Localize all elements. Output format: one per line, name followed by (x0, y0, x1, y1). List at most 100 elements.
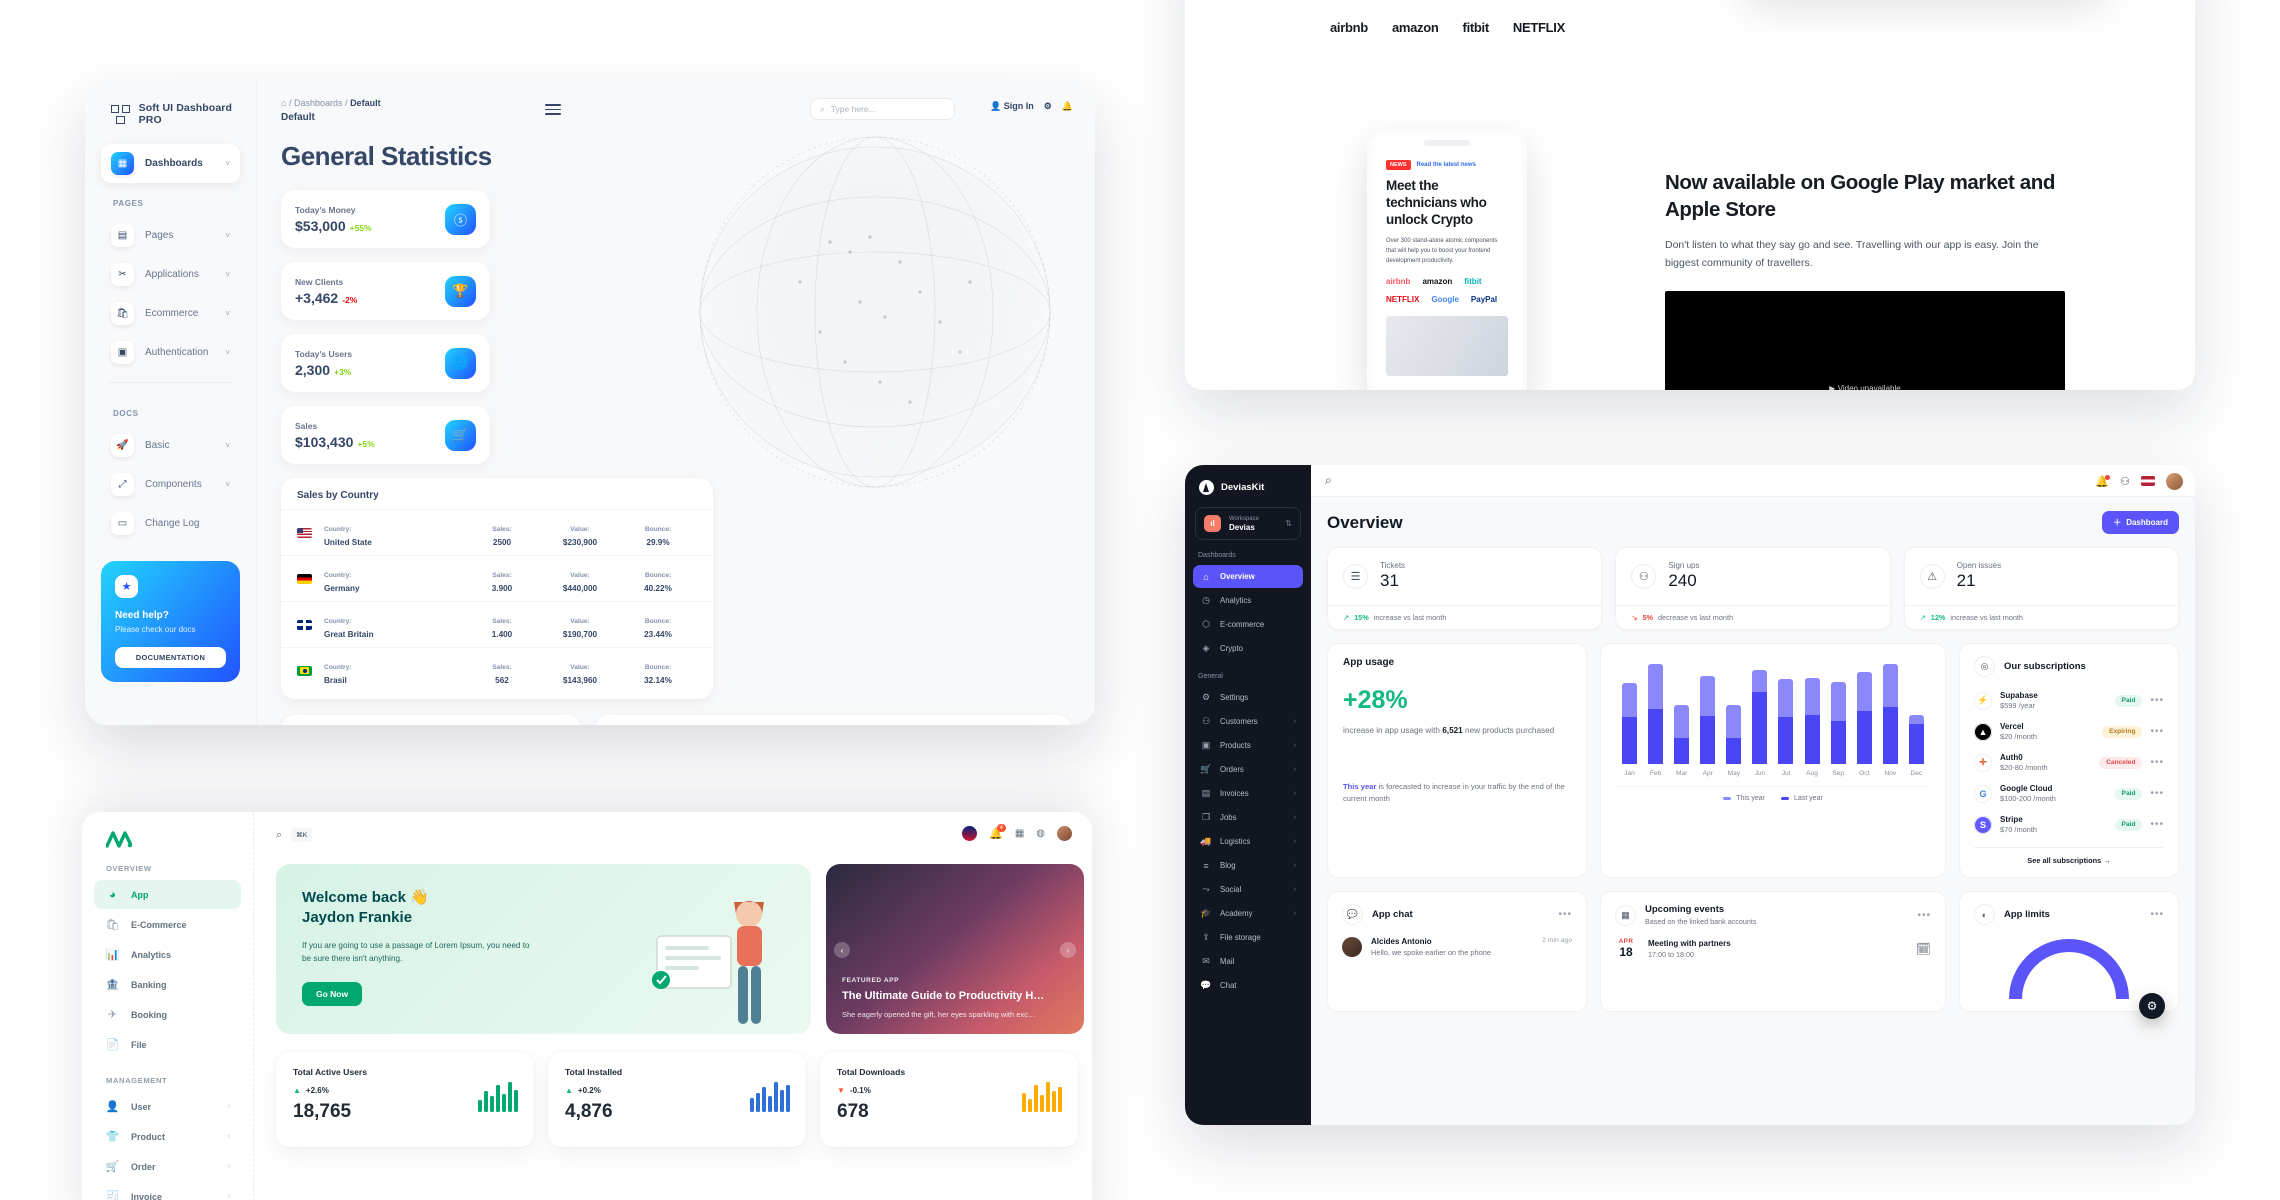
chevron-left-icon[interactable]: ‹ (834, 942, 850, 958)
sidebar-item-mail[interactable]: ✉ Mail (1193, 950, 1303, 973)
sidebar-item-banking[interactable]: 🏦 Banking (94, 970, 241, 999)
avatar[interactable] (1057, 826, 1072, 841)
sidebar-item-orders[interactable]: 🛒 Orders › (1193, 758, 1303, 781)
sidebar-item-invoice[interactable]: 🧾 Invoice › (94, 1182, 241, 1200)
table-row[interactable]: Country: Germany Sales: 3.900 Value: $440,0… (281, 555, 713, 601)
see-all-subscriptions-link[interactable]: See all subscriptions → (1974, 847, 2164, 865)
sidebar-item-crypto[interactable]: ◈ Crypto (1193, 637, 1303, 660)
avatar[interactable] (2166, 472, 2183, 490)
search-input[interactable]: ⌕ Type here... (810, 98, 955, 120)
sidebar-item-customers[interactable]: ⚇ Customers › (1193, 710, 1303, 733)
breadcrumb[interactable]: ⌂ / Dashboards / Default (281, 98, 381, 108)
list-item[interactable]: ✛ Auth0 $20-80 /month Canceled ••• (1974, 747, 2164, 778)
sidebar-item-basic[interactable]: 🚀 Basic ˅ (101, 426, 240, 465)
contacts-icon[interactable]: ⚇ (2120, 475, 2130, 488)
search-icon[interactable]: ⌕ (276, 828, 283, 841)
sidebar-item-analytics[interactable]: 📊 Analytics (94, 940, 241, 969)
chevron-right-icon[interactable]: › (1060, 942, 1076, 958)
news-link[interactable]: Read the latest news (1416, 162, 1476, 168)
sidebar-item-order[interactable]: 🛒 Order › (94, 1152, 241, 1181)
sidebar-item-label: Chat (1220, 981, 1237, 990)
cell-value: $190,700 (562, 630, 598, 639)
kpi-card-tickets[interactable]: ☰ Tickets 31 ↗ 15% increase vs last month (1327, 547, 1603, 630)
metric-card-total-downloads[interactable]: Total Downloads ▼ -0.1% 678 (820, 1052, 1078, 1147)
metric-card-total-active-users[interactable]: Total Active Users ▲ +2.6% 18,765 (276, 1052, 534, 1147)
sidebar-item-app[interactable]: ◕ App (94, 880, 241, 909)
sidebar-item-applications[interactable]: ✂ Applications ˅ (101, 255, 240, 294)
more-icon[interactable]: ••• (1558, 909, 1572, 920)
sidebar-item-booking[interactable]: ✈ Booking (94, 1000, 241, 1029)
more-icon[interactable]: ••• (2150, 788, 2164, 799)
search-icon[interactable]: ⌕ (1325, 473, 1332, 487)
grid-icon[interactable]: ▦ (1014, 828, 1025, 839)
more-icon[interactable]: ••• (2150, 726, 2164, 737)
bell-icon[interactable]: 🔔 4 (989, 824, 1006, 840)
sidebar-item-change-log[interactable]: ▭ Change Log (101, 504, 240, 543)
sidebar-item-product[interactable]: 👕 Product › (94, 1122, 241, 1151)
list-item[interactable]: G Google Cloud $100-200 /month Paid ••• (1974, 778, 2164, 809)
stat-card-new-clients[interactable]: New Clients +3,462 -2% 🏆 (281, 262, 490, 320)
sidebar-item-dashboards[interactable]: ▦ Dashboards ˅ (101, 144, 240, 183)
sidebar-item-file[interactable]: 📄 File (94, 1030, 241, 1059)
sidebar-item-products[interactable]: ▣ Products › (1193, 734, 1303, 757)
table-row[interactable]: Country: Great Britain Sales: 1.400 Value:… (281, 601, 713, 647)
us-flag[interactable] (2141, 476, 2155, 486)
menu-toggle-button[interactable] (545, 104, 561, 118)
go-now-button[interactable]: Go Now (302, 982, 363, 1007)
stat-card-sales[interactable]: Sales $103,430 +5% 🛒 (281, 406, 490, 464)
sidebar-item-file-storage[interactable]: ⇪ File storage (1193, 926, 1303, 949)
list-item[interactable]: S Stripe $70 /month Paid ••• (1974, 809, 2164, 840)
sidebar-item-ecommerce[interactable]: 🛍 Ecommerce ˅ (101, 294, 240, 333)
video-player[interactable]: ▶ Video unavailable (1665, 290, 2065, 390)
soft-ui-brand[interactable]: Soft UI Dashboard PRO (85, 80, 256, 126)
workspace-switcher[interactable]: ıl Workspace Devias ⇅ (1195, 507, 1301, 540)
more-icon[interactable]: ••• (1917, 909, 1931, 921)
sidebar-item-authentication[interactable]: ▣ Authentication ˅ (101, 333, 240, 372)
more-icon[interactable]: ••• (2150, 819, 2164, 830)
list-item[interactable]: ⚡ Supabase $599 /year Paid ••• (1974, 685, 2164, 716)
minimal-logo-icon[interactable] (105, 830, 133, 848)
more-icon[interactable]: ••• (2150, 695, 2164, 706)
featured-app-card[interactable]: ‹ › FEATURED APP The Ultimate Guide to P… (826, 864, 1084, 1034)
sidebar-item-components[interactable]: ⤢ Components ˅ (101, 465, 240, 504)
sidebar-item-logistics[interactable]: 🚚 Logistics › (1193, 830, 1303, 853)
bell-icon[interactable]: 🔔 (2095, 474, 2111, 488)
list-item[interactable]: ▲ Vercel $20 /month Expiring ••• (1974, 716, 2164, 747)
table-row[interactable]: Country: United State Sales: 2500 Value: $2… (281, 509, 713, 555)
event-item[interactable]: APR 18 Meeting with partners 17:00 to 18… (1615, 938, 1931, 959)
sidebar-item-academy[interactable]: 🎓 Academy › (1193, 902, 1303, 925)
devias-brand[interactable]: DeviasKit (1185, 465, 1311, 495)
more-icon[interactable]: ••• (2150, 909, 2164, 920)
sign-in-button[interactable]: 👤 Sign In (989, 101, 1034, 111)
sidebar-item-analytics[interactable]: ◷ Analytics (1193, 589, 1303, 612)
sidebar-item-blog[interactable]: ≡ Blog › (1193, 854, 1303, 877)
metric-card-total-installed[interactable]: Total Installed ▲ +0.2% 4,876 (548, 1052, 806, 1147)
chat-message[interactable]: Alcides Antonio Hello, we spoke earlier … (1342, 937, 1572, 957)
kpi-card-sign-ups[interactable]: ⚇ Sign ups 240 ↘ 5% decrease vs last month (1615, 547, 1891, 630)
settings-icon[interactable]: ⚙ (2139, 993, 2165, 1019)
gear-icon[interactable]: ⚙ (1043, 101, 1052, 111)
sidebar-item-e-commerce[interactable]: 🛍 E-Commerce (94, 910, 241, 939)
uk-flag[interactable] (962, 826, 978, 841)
sidebar-item-invoices[interactable]: ▤ Invoices › (1193, 782, 1303, 805)
kpi-card-open-issues[interactable]: ⚠ Open issues 21 ↗ 12% increase vs last mon… (1903, 547, 2179, 630)
sidebar-item-pages[interactable]: ▤ Pages ˅ (101, 216, 240, 255)
sidebar-item-social[interactable]: ⤳ Social › (1193, 878, 1303, 901)
breadcrumb-level1[interactable]: Dashboards (293, 98, 343, 108)
home-icon[interactable]: ⌂ (281, 98, 287, 108)
stat-card-todays-users[interactable]: Today's Users 2,300 +3% 🌐 (281, 334, 490, 392)
sidebar-item-chat[interactable]: 💬 Chat (1193, 974, 1303, 997)
sidebar-item-label: Academy (1220, 909, 1253, 918)
sidebar-item-overview[interactable]: ⌂ Overview (1193, 565, 1303, 588)
bell-icon[interactable]: 🔔 (1061, 101, 1073, 111)
sidebar-item-user[interactable]: 👤 User › (94, 1092, 241, 1121)
stat-card-todays-money[interactable]: Today's Money $53,000 +55% ⓢ (281, 190, 490, 248)
sidebar-item-settings[interactable]: ⚙ Settings (1193, 686, 1303, 709)
help-icon[interactable]: ◍ (1036, 828, 1045, 839)
more-icon[interactable]: ••• (2150, 757, 2164, 768)
table-row[interactable]: Country: Brasil Sales: 562 Value: $143,960 … (281, 647, 713, 693)
sidebar-item-e-commerce[interactable]: ⬡ E-commerce (1193, 613, 1303, 636)
documentation-button[interactable]: DOCUMENTATION (115, 647, 226, 668)
dashboard-button[interactable]: ＋ Dashboard (2102, 511, 2179, 534)
sidebar-item-jobs[interactable]: ❒ Jobs › (1193, 806, 1303, 829)
